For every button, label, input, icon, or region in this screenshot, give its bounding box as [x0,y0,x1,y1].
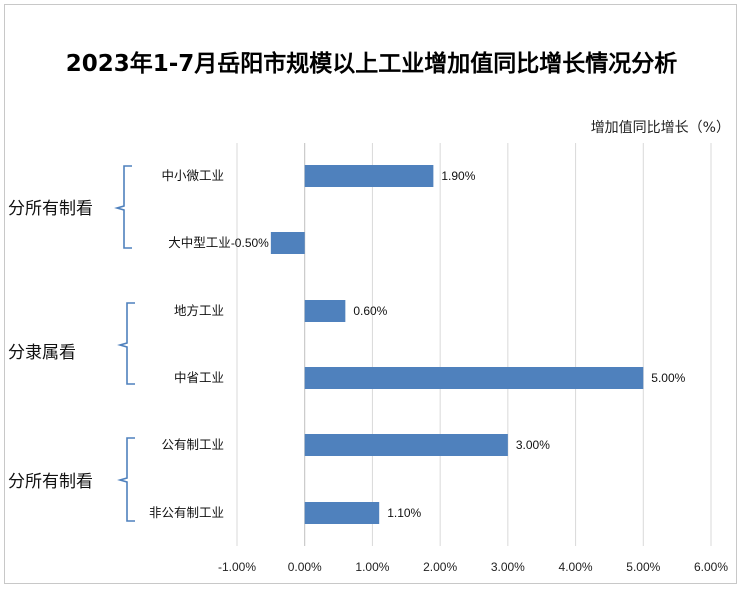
x-tick-label: 1.00% [355,560,389,574]
x-tick-label: 4.00% [559,560,593,574]
bar [304,434,508,456]
data-label: 0.60% [353,304,387,318]
group-label: 分所有制看 [8,199,93,219]
category-label: 非公有制工业 [149,505,224,520]
category-label: 中小微工业 [161,168,224,183]
bar [304,165,434,187]
category-label: 中省工业 [174,370,224,385]
chart-title: 2023年1-7月岳阳市规模以上工业增加值同比增长情况分析 [65,51,678,77]
x-tick-label: 2.00% [423,560,457,574]
chart-frame [4,4,737,584]
unit-label: 增加值同比增长（%） [590,120,730,136]
bar [304,367,644,389]
x-tick-label: 0.00% [288,560,322,574]
category-label: 公有制工业 [161,437,224,452]
group-bracket [117,437,135,522]
data-label: 3.00% [516,438,550,452]
bar [304,502,380,524]
group-label: 分隶属看 [8,343,76,363]
x-tick-label: 3.00% [491,560,525,574]
x-tick-label: 6.00% [694,560,728,574]
data-label: 1.90% [441,169,475,183]
x-tick-label: -1.00% [218,560,256,574]
data-label: -0.50% [231,236,269,250]
group-label: 分所有制看 [8,472,93,492]
data-label: 5.00% [651,371,685,385]
group-bracket [114,165,132,249]
category-label-text: 大中型工业 [168,235,231,250]
category-label: 大中型工业-0.50% [168,235,269,250]
group-bracket [117,302,135,385]
data-label: 1.10% [387,506,421,520]
category-label: 地方工业 [174,303,224,318]
bar [270,232,305,254]
bar [304,300,346,322]
x-tick-label: 5.00% [626,560,660,574]
